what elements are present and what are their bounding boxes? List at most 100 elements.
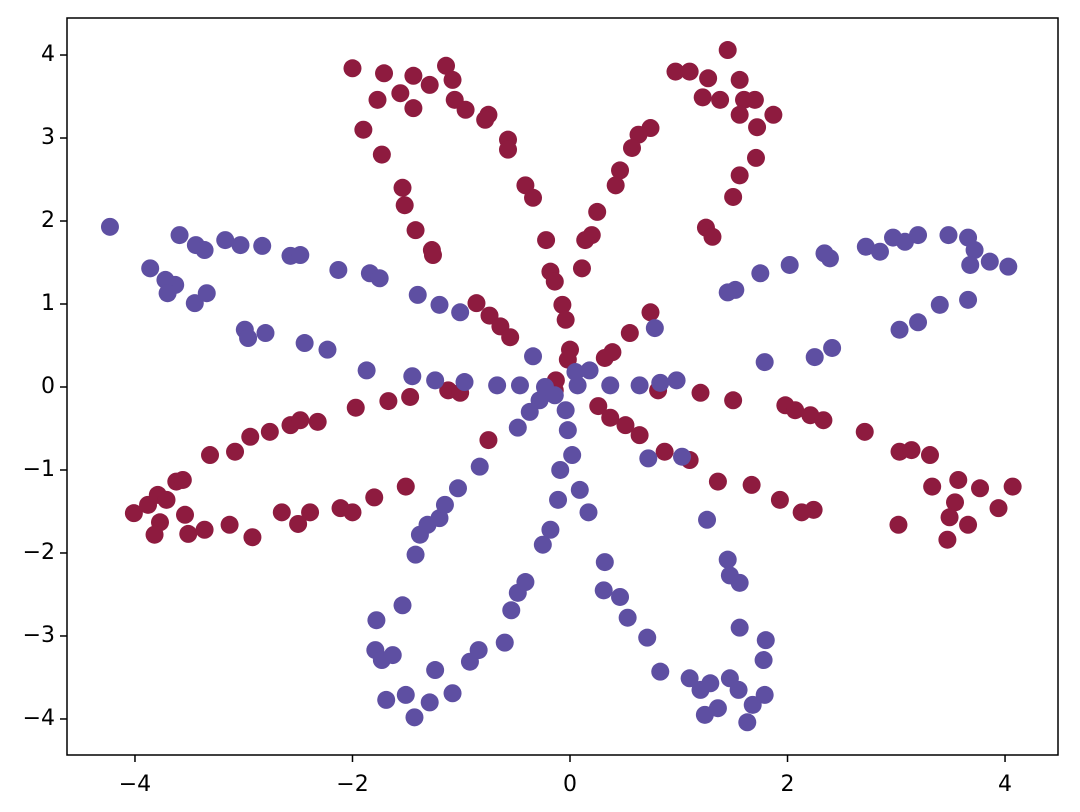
point [426, 371, 445, 390]
point [708, 699, 727, 718]
point [764, 105, 783, 124]
point [823, 338, 842, 357]
point [502, 601, 521, 620]
point [923, 477, 942, 496]
point [570, 480, 589, 499]
point [467, 294, 486, 313]
point [395, 196, 414, 215]
point [516, 573, 535, 592]
point [377, 690, 396, 709]
point [553, 295, 572, 314]
point [406, 221, 425, 240]
point [423, 246, 442, 265]
point [959, 515, 978, 534]
y-tick-label: −4 [23, 706, 55, 731]
point [216, 231, 235, 250]
point [568, 376, 587, 395]
point [396, 685, 415, 704]
x-tick-label: 4 [998, 772, 1012, 797]
point [354, 120, 373, 139]
point [239, 329, 258, 348]
point [718, 41, 737, 60]
point [533, 535, 552, 554]
point [755, 685, 774, 704]
point [383, 646, 402, 665]
point [329, 260, 348, 279]
point [618, 608, 637, 627]
point [405, 708, 424, 727]
point [959, 290, 978, 309]
point [1003, 477, 1022, 496]
point [541, 520, 560, 539]
point [499, 140, 518, 159]
point [289, 514, 308, 533]
point [365, 488, 384, 507]
point [343, 59, 362, 78]
point [408, 285, 427, 304]
point [742, 475, 761, 494]
point [572, 259, 591, 278]
point [357, 361, 376, 380]
point [396, 477, 415, 496]
point [594, 581, 613, 600]
point [645, 319, 664, 338]
point [291, 411, 310, 430]
point [524, 347, 543, 366]
plot-frame [66, 17, 1059, 756]
point [404, 99, 423, 118]
point [870, 242, 889, 261]
point [699, 69, 718, 88]
point [667, 371, 686, 390]
point [443, 684, 462, 703]
point [372, 145, 391, 164]
point [930, 295, 949, 314]
y-tick-label: 4 [41, 42, 55, 67]
point [601, 408, 620, 427]
x-tick-label: 2 [781, 772, 795, 797]
point [435, 495, 454, 514]
point [920, 446, 939, 465]
point [379, 392, 398, 411]
point [595, 553, 614, 572]
point [253, 236, 272, 255]
point [770, 490, 789, 509]
point [780, 255, 799, 274]
x-tick-label: 0 [563, 772, 577, 797]
point [999, 257, 1018, 276]
point [805, 348, 824, 367]
point [170, 226, 189, 245]
point [343, 503, 362, 522]
point [889, 515, 908, 534]
point [655, 442, 674, 461]
point [476, 110, 495, 129]
point [620, 324, 639, 343]
point [451, 303, 470, 322]
point [703, 227, 722, 246]
point [909, 226, 928, 245]
point [743, 695, 762, 714]
point [495, 633, 514, 652]
point [479, 431, 498, 450]
point [651, 373, 670, 392]
point [566, 363, 585, 382]
point [301, 503, 320, 522]
point [243, 528, 262, 547]
point [718, 283, 737, 302]
point [641, 303, 660, 322]
point [530, 391, 549, 410]
point [231, 236, 250, 255]
point [595, 348, 614, 367]
point [971, 479, 990, 498]
y-tick-label: −2 [23, 540, 55, 565]
point [158, 284, 177, 303]
point [746, 148, 765, 167]
point [241, 427, 260, 446]
point [606, 176, 625, 195]
point [601, 376, 620, 395]
y-tick-label: 3 [41, 125, 55, 150]
point [558, 421, 577, 440]
point [272, 503, 291, 522]
point [406, 545, 425, 564]
point [437, 56, 456, 75]
